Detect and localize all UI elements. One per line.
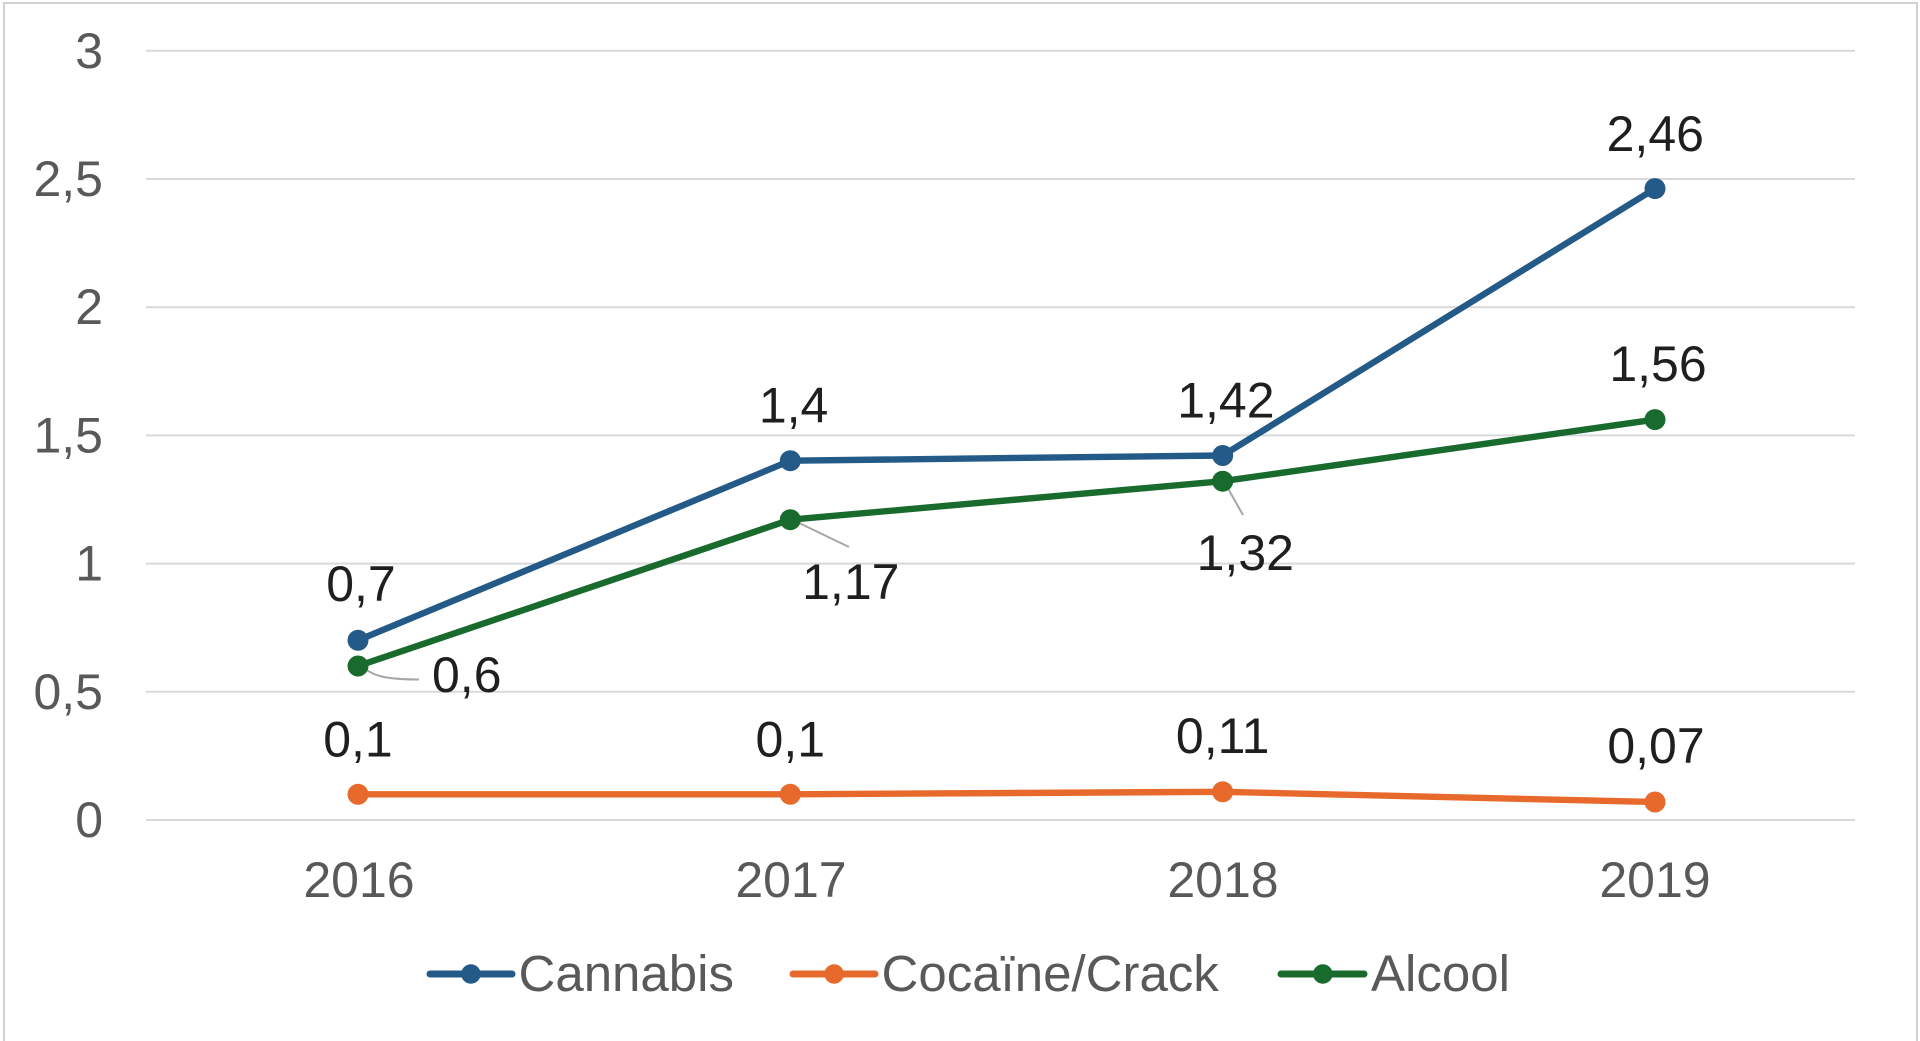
svg-text:0,6: 0,6 <box>432 647 502 703</box>
svg-text:0,07: 0,07 <box>1607 718 1704 774</box>
svg-text:0,7: 0,7 <box>326 556 396 612</box>
svg-text:1,42: 1,42 <box>1177 373 1274 429</box>
svg-text:1,4: 1,4 <box>759 378 829 434</box>
svg-text:2018: 2018 <box>1167 852 1278 908</box>
svg-text:1: 1 <box>75 536 103 592</box>
svg-text:2,5: 2,5 <box>33 151 103 207</box>
svg-text:2: 2 <box>75 279 103 335</box>
svg-text:0,1: 0,1 <box>323 712 393 768</box>
svg-text:0,1: 0,1 <box>756 712 826 768</box>
svg-text:1,56: 1,56 <box>1609 336 1706 392</box>
svg-text:Cannabis: Cannabis <box>519 945 734 1002</box>
svg-text:1,32: 1,32 <box>1197 525 1294 581</box>
svg-text:1,17: 1,17 <box>802 554 899 610</box>
svg-text:2016: 2016 <box>303 852 414 908</box>
svg-text:0,5: 0,5 <box>33 664 103 720</box>
svg-text:2019: 2019 <box>1599 852 1710 908</box>
svg-text:2017: 2017 <box>735 852 846 908</box>
svg-text:Alcool: Alcool <box>1371 945 1510 1002</box>
svg-text:0,11: 0,11 <box>1176 708 1270 764</box>
svg-text:3: 3 <box>75 23 103 79</box>
svg-text:Cocaïne/Crack: Cocaïne/Crack <box>882 945 1220 1002</box>
svg-text:0: 0 <box>75 792 103 848</box>
svg-text:2,46: 2,46 <box>1607 106 1704 162</box>
svg-text:1,5: 1,5 <box>33 407 103 463</box>
